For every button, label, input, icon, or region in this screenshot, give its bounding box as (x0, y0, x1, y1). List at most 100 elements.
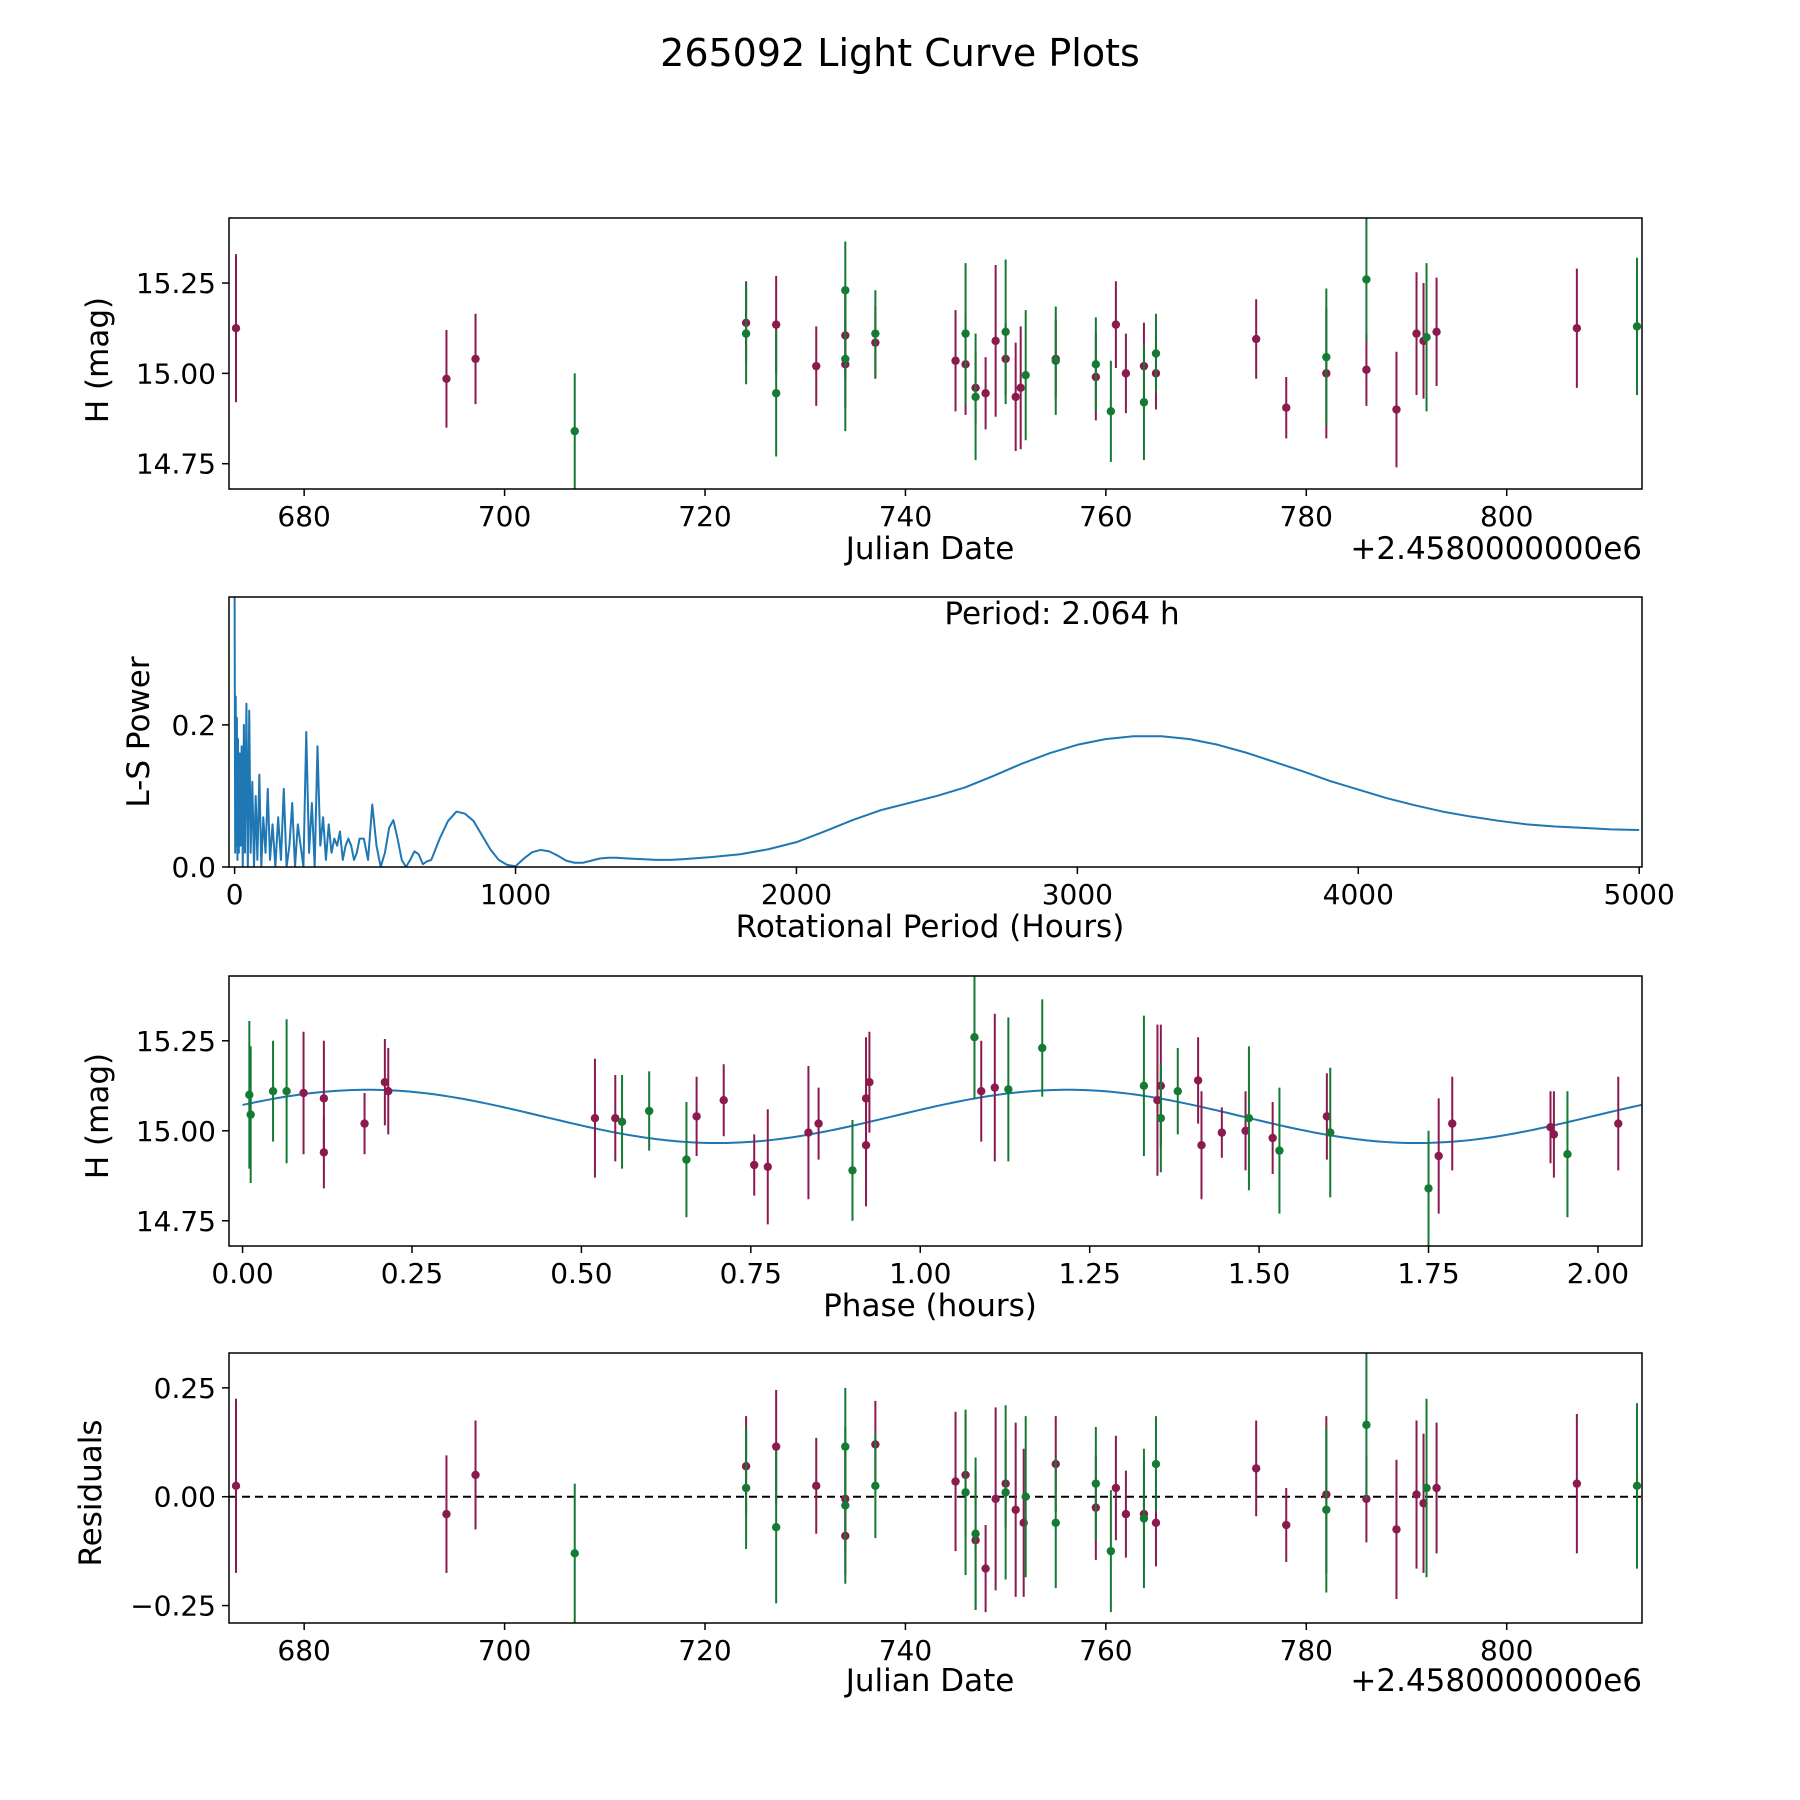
phased-data-point (1563, 1150, 1572, 1159)
periodogram-xlabel: Rotational Period (Hours) (736, 909, 1125, 945)
phased-data-point (719, 1096, 728, 1105)
phased-ylabel: H (mag) (80, 1053, 116, 1179)
light-curve-data-point (570, 426, 579, 436)
phased-data-point (1614, 1119, 1623, 1128)
phased-data-point (1424, 1184, 1433, 1193)
residuals-xtick-label: 800 (1480, 1634, 1533, 1667)
light-curve-data-point (871, 329, 880, 338)
phased-data-point (245, 1090, 254, 1100)
periodogram-xtick-label: 4000 (1323, 878, 1394, 911)
periodogram-xtick-label: 0 (226, 878, 244, 911)
phased-data-point (617, 1117, 627, 1127)
light-curve-data-point (1572, 324, 1582, 333)
phased-data-point (611, 1114, 620, 1123)
residuals-data-point (871, 1481, 880, 1491)
phased-data-point (319, 1148, 329, 1157)
periodogram-xtick-label: 1000 (480, 878, 551, 911)
light-curve-data-point (1121, 369, 1131, 378)
phased-plot-area (242, 976, 1642, 1246)
light-curve-data-point (231, 324, 241, 333)
light-curve-data-point (1151, 349, 1161, 358)
residuals-plot-area (229, 1353, 1642, 1623)
phased-data-point (750, 1160, 759, 1170)
residuals-data-point (1011, 1505, 1020, 1514)
residuals-data-point (1051, 1518, 1060, 1528)
light-curve-axes-frame (228, 217, 1643, 490)
residuals-data-point (1572, 1479, 1582, 1488)
light-curve-ytick-label: 15.00 (136, 357, 216, 390)
phased-data-point (1217, 1128, 1227, 1137)
phased-data-point (590, 1114, 600, 1123)
light-curve-xtick-label: 800 (1480, 500, 1533, 533)
residuals-data-point (771, 1442, 781, 1451)
light-curve-data-point (981, 389, 990, 398)
phased-data-point (1275, 1146, 1284, 1155)
residuals-data-point (1151, 1518, 1161, 1528)
light-curve-data-point (442, 374, 451, 383)
phased-data-point (865, 1078, 874, 1087)
phased-data-point (246, 1110, 255, 1119)
phased-ytick-label: 14.75 (136, 1205, 216, 1238)
residuals-xtick-label: 780 (1280, 1634, 1333, 1667)
phased-data-point (692, 1112, 701, 1121)
light-curve-data-point (771, 389, 781, 398)
light-curve-data-point (1422, 333, 1431, 342)
light-curve-data-point (991, 336, 1000, 346)
phased-data-point (1434, 1151, 1443, 1161)
light-curve-data-point (1051, 356, 1060, 365)
residuals-panel: Julian Date Residuals +2.4580000000e6 68… (73, 1352, 1643, 1699)
residuals-data-point (1362, 1494, 1371, 1504)
light-curve-data-point (1139, 398, 1149, 407)
phased-xtick-label: 0.75 (720, 1257, 782, 1290)
phased-data-point (1244, 1114, 1254, 1123)
light-curve-data-point (951, 356, 960, 365)
light-curve-data-point (1282, 403, 1291, 412)
phased-data-point (268, 1087, 278, 1096)
light-curve-xtick-label: 720 (678, 500, 731, 533)
light-curve-data-point (1016, 383, 1025, 393)
residuals-xtick-label: 700 (478, 1634, 531, 1667)
residuals-data-point (471, 1470, 480, 1480)
periodogram-axes-frame (228, 596, 1643, 868)
residuals-data-point (1282, 1520, 1291, 1530)
phased-data-point (299, 1088, 308, 1098)
periodogram-xtick-label: 3000 (1042, 878, 1113, 911)
phased-data-point (1549, 1130, 1559, 1139)
residuals-data-point (1021, 1492, 1030, 1501)
residuals-data-point (1106, 1546, 1116, 1556)
periodogram-power-line (233, 597, 1640, 867)
figure-title: 265092 Light Curve Plots (660, 31, 1140, 75)
residuals-xtick-label: 720 (678, 1634, 731, 1667)
residuals-ytick-label: 0.00 (154, 1481, 216, 1514)
phased-xtick-label: 0.00 (211, 1257, 273, 1290)
residuals-xtick-label: 740 (879, 1634, 932, 1667)
phased-data-point (861, 1141, 871, 1150)
phased-xtick-label: 1.50 (1228, 1257, 1290, 1290)
residuals-data-point (570, 1549, 579, 1558)
residuals-data-point (741, 1483, 751, 1493)
phased-model-curve (242, 1088, 1642, 1145)
phased-data-point (1173, 1087, 1182, 1096)
phased-xtick-label: 2.00 (1567, 1257, 1629, 1290)
phased-data-point (644, 1106, 654, 1116)
residuals-data-point (771, 1522, 781, 1532)
residuals-data-point (841, 1501, 850, 1510)
residuals-data-point (1412, 1490, 1421, 1499)
phased-data-point (848, 1166, 857, 1175)
residuals-data-point (961, 1488, 970, 1497)
residuals-xtick-label: 680 (277, 1634, 330, 1667)
light-curve-xtick-label: 700 (478, 500, 531, 533)
phased-curve-panel: Phase (hours) H (mag) 0.00 0.25 0.50 0.75 1.… (80, 975, 1643, 1324)
periodogram-xtick-label: 2000 (761, 878, 832, 911)
phased-data-point (977, 1087, 986, 1096)
phased-data-point (282, 1087, 291, 1096)
residuals-data-point (1422, 1483, 1431, 1493)
period-annotation: Period: 2.064 h (944, 596, 1179, 632)
light-curve-data-point (1432, 327, 1441, 337)
residuals-data-point (1392, 1525, 1401, 1534)
periodogram-ytick-label: 0.0 (171, 851, 216, 884)
residuals-data-point (1091, 1479, 1101, 1488)
phased-data-point (384, 1087, 393, 1096)
residuals-data-point (1322, 1505, 1331, 1514)
